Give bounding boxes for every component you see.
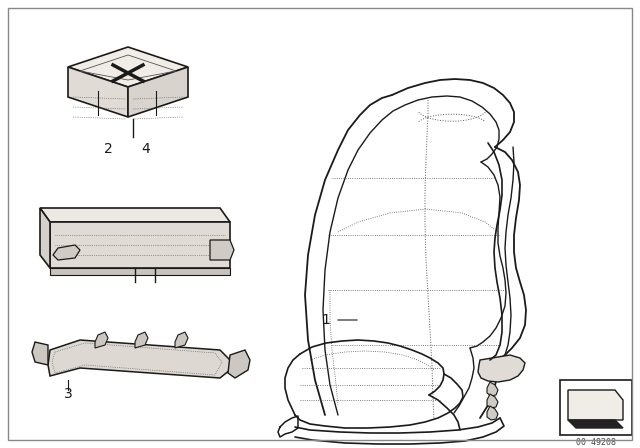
Text: 4: 4	[141, 142, 150, 156]
Text: 3: 3	[63, 387, 72, 401]
Polygon shape	[40, 208, 230, 222]
Polygon shape	[68, 47, 188, 87]
Polygon shape	[487, 394, 498, 408]
Text: 00 49208: 00 49208	[576, 438, 616, 447]
Polygon shape	[40, 208, 50, 268]
Polygon shape	[128, 67, 188, 117]
Polygon shape	[50, 222, 230, 268]
Text: 1: 1	[321, 313, 330, 327]
Polygon shape	[568, 390, 623, 420]
Polygon shape	[68, 67, 128, 117]
Polygon shape	[48, 340, 230, 378]
Polygon shape	[478, 355, 525, 382]
Polygon shape	[228, 350, 250, 378]
Polygon shape	[487, 406, 498, 420]
Bar	[560, 380, 632, 435]
Polygon shape	[50, 268, 230, 275]
Polygon shape	[135, 332, 148, 348]
Polygon shape	[53, 245, 80, 260]
Polygon shape	[210, 240, 234, 260]
Polygon shape	[487, 382, 498, 396]
Polygon shape	[32, 342, 48, 365]
Polygon shape	[95, 332, 108, 348]
Text: 2: 2	[104, 142, 113, 156]
Polygon shape	[568, 420, 623, 428]
Polygon shape	[175, 332, 188, 348]
